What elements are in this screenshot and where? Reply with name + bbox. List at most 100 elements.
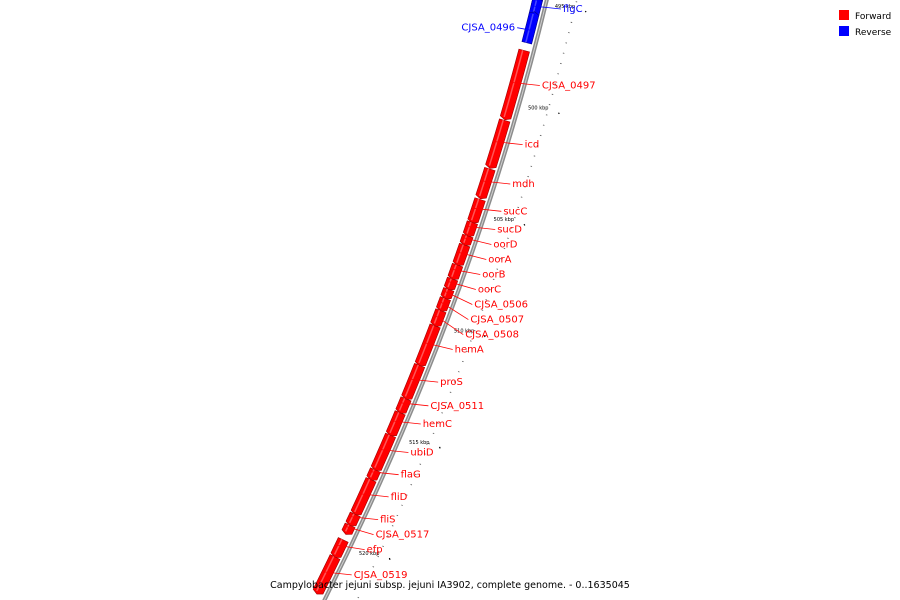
gene-label-sucD[interactable]: sucD [497,225,522,236]
gene-label-CJSA_0519[interactable]: CJSA_0519 [354,570,408,581]
gene-label-CJSA_0506[interactable]: CJSA_0506 [474,300,528,311]
minor-tick [372,566,375,568]
gene-flaG[interactable] [366,467,381,481]
gene-label-flgC[interactable]: flgC [563,4,583,15]
gene-label-oorC[interactable]: oorC [478,285,501,296]
minor-tick [469,340,472,342]
gene-shine [443,288,449,297]
gene-shine [348,513,355,524]
gene-CJSA_0496[interactable] [521,11,540,45]
minor-tick [401,504,403,506]
gene-label-oorD[interactable]: oorD [493,240,517,251]
minor-tick [423,453,426,455]
gene-label-sucC[interactable]: sucC [503,206,527,217]
gene-shine [478,168,490,197]
label-leader [532,5,561,10]
major-tick [557,112,560,115]
gene-label-CJSA_0497[interactable]: CJSA_0497 [542,80,596,91]
label-leader [494,141,523,146]
minor-tick [367,576,370,578]
minor-tick [437,422,439,424]
label-leader [424,342,453,350]
minor-tick [457,371,460,373]
gene-shine [316,555,335,592]
label-leader [473,207,502,212]
gene-label-hemC[interactable]: hemC [423,419,452,430]
gene-label-icd[interactable]: icd [525,140,540,151]
minor-tick [410,484,413,486]
gene-CJSA_0506[interactable] [440,287,455,300]
minor-tick [419,463,422,465]
label-leader [323,571,352,576]
tick-label: 495 kbp [555,4,575,10]
gene-label-mdh[interactable]: mdh [512,179,534,190]
minor-tick [405,494,408,496]
gene-label-fliD[interactable]: fliD [391,492,408,503]
gene-shine [456,244,464,264]
gene-label-CJSA_0496[interactable]: CJSA_0496 [461,23,515,34]
gene-label-proS[interactable]: proS [440,377,463,388]
minor-tick [428,442,431,445]
label-leader [410,378,439,383]
minor-tick [466,350,468,352]
label-leader [447,281,476,290]
gene-label-oorA[interactable]: oorA [488,255,511,266]
gene-label-ubiD[interactable]: ubiD [410,448,433,459]
minor-tick [481,309,484,311]
gene-shine [466,221,472,234]
label-leader [463,237,492,245]
label-leader [535,0,541,3]
gene-shine [374,434,390,468]
gene-label-CJSA_0511[interactable]: CJSA_0511 [430,401,484,412]
label-leader [482,180,511,185]
label-leader [392,420,421,425]
label-leader [444,290,473,305]
label-leader [467,226,496,230]
gene-label-CJSA_0508[interactable]: CJSA_0508 [465,330,519,341]
gene-features [312,0,543,595]
legend-label-reverse: Reverse [855,28,892,38]
label-leader [400,402,429,407]
label-leader [511,82,540,86]
gene-shine [418,325,435,364]
gene-label-flgB[interactable]: flgB [503,0,523,1]
tick-label: 500 kbp [528,106,548,112]
gene-label-efp[interactable]: efp [367,545,383,556]
minor-tick [453,381,456,383]
gene-label-fliS[interactable]: fliS [380,515,395,526]
minor-tick [382,545,384,547]
gene-label-CJSA_0507[interactable]: CJSA_0507 [470,315,524,326]
gene-CJSA_0497[interactable] [499,48,530,121]
gene-oorD[interactable] [459,233,474,246]
major-tick [483,335,486,338]
minor-tick [473,330,476,332]
gene-shine [463,235,468,243]
gene-shine [389,411,400,434]
gene-label-CJSA_0517[interactable]: CJSA_0517 [376,530,430,541]
minor-tick [391,525,394,527]
gene-label-oorB[interactable]: oorB [482,270,505,281]
gene-shine [525,13,534,43]
minor-tick [492,278,495,280]
label-leader [345,525,374,535]
gene-shine [470,198,480,221]
gene-label-hemA[interactable]: hemA [455,345,484,356]
gene-shine [354,478,371,513]
minor-tick [396,514,399,517]
gene-shine [344,524,350,532]
gene-shine [488,119,504,166]
gene-shine [503,49,524,118]
gene-CJSA_0517[interactable] [341,522,356,535]
label-leader [380,449,409,453]
minor-tick [449,391,452,393]
label-leader [440,301,469,320]
major-tick [523,223,526,226]
gene-shine [447,278,452,288]
minor-tick [357,596,360,599]
minor-tick [445,401,448,404]
gene-label-flaG[interactable]: flaG [401,470,421,481]
label-leader [434,315,464,335]
label-leader [517,27,534,32]
